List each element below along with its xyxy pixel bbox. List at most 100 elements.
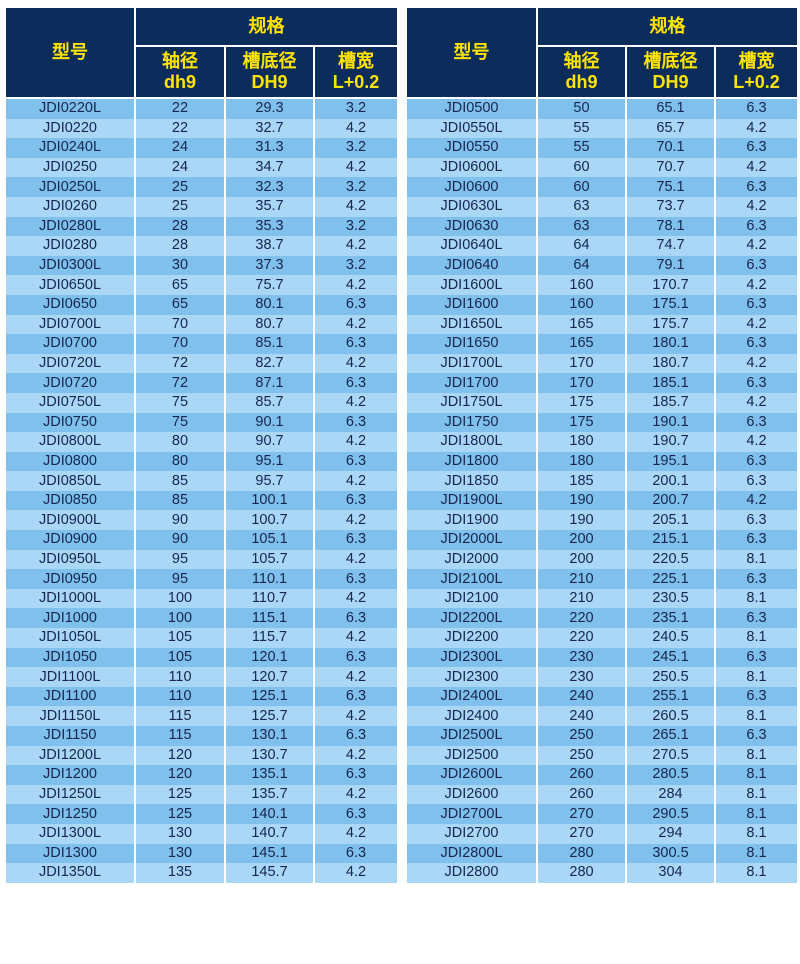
cell-groove-diameter: 304 [625, 863, 716, 883]
cell-groove-width: 6.3 [312, 569, 400, 589]
cell-shaft-diameter: 130 [134, 843, 226, 864]
header-label: 槽底径 [242, 51, 297, 71]
cell-shaft-diameter: 220 [536, 628, 627, 648]
cell-groove-diameter: 120.7 [224, 667, 315, 687]
cell-shaft-diameter: 90 [134, 510, 226, 531]
cell-shaft-diameter: 165 [536, 334, 627, 354]
cell-groove-width: 4.2 [312, 667, 400, 687]
cell-groove-width: 6.3 [713, 608, 800, 629]
cell-model: JDI0720L [4, 353, 136, 374]
cell-groove-diameter: 73.7 [625, 196, 716, 217]
cell-shaft-diameter: 175 [536, 392, 627, 413]
cell-model: JDI2700 [405, 823, 538, 844]
cell-shaft-diameter: 160 [536, 294, 627, 315]
cell-model: JDI2000L [405, 530, 538, 550]
cell-shaft-diameter: 230 [536, 647, 627, 668]
cell-shaft-diameter: 240 [536, 706, 627, 726]
cell-groove-width: 4.2 [312, 745, 400, 766]
cell-groove-diameter: 32.7 [224, 118, 315, 139]
header-label: 槽底径 [643, 51, 698, 71]
cell-groove-width: 6.3 [713, 686, 800, 707]
cell-groove-diameter: 240.5 [625, 628, 716, 648]
header-label: 槽宽 [738, 51, 775, 71]
cell-model: JDI0630 [405, 216, 538, 237]
cell-groove-diameter: 180.7 [625, 353, 716, 374]
table-row: JDI1050 105 120.1 6.3 [4, 647, 400, 668]
cell-shaft-diameter: 110 [134, 686, 226, 707]
cell-model: JDI1900L [405, 490, 538, 511]
cell-groove-width: 4.2 [713, 236, 800, 256]
cell-groove-diameter: 230.5 [625, 588, 716, 609]
cell-model: JDI2300L [405, 647, 538, 668]
cell-shaft-diameter: 90 [134, 530, 226, 550]
cell-groove-width: 6.3 [713, 451, 800, 472]
cell-shaft-diameter: 100 [134, 588, 226, 609]
cell-shaft-diameter: 120 [134, 745, 226, 766]
cell-model: JDI0750 [4, 412, 136, 433]
cell-model: JDI1250 [4, 804, 136, 824]
cell-groove-diameter: 130.1 [224, 726, 315, 746]
cell-model: JDI1100 [4, 686, 136, 707]
table-row: JDI1200L 120 130.7 4.2 [4, 745, 400, 766]
cell-shaft-diameter: 280 [536, 863, 627, 883]
table-row: JDI1800 180 195.1 6.3 [405, 451, 800, 472]
cell-model: JDI1100L [4, 667, 136, 687]
cell-model: JDI1900 [405, 510, 538, 531]
cell-groove-diameter: 175.1 [625, 294, 716, 315]
table-row: JDI1300 130 145.1 6.3 [4, 843, 400, 864]
table-row: JDI0280L 28 35.3 3.2 [4, 216, 400, 237]
cell-shaft-diameter: 230 [536, 667, 627, 687]
cell-shaft-diameter: 95 [134, 549, 226, 570]
cell-shaft-diameter: 24 [134, 138, 226, 158]
cell-groove-width: 4.2 [312, 784, 400, 805]
table-row: JDI0630 63 78.1 6.3 [405, 216, 800, 237]
cell-groove-diameter: 110.1 [224, 569, 315, 589]
cell-groove-width: 6.3 [312, 804, 400, 824]
table-row: JDI0900 90 105.1 6.3 [4, 530, 400, 550]
cell-groove-width: 8.1 [713, 549, 800, 570]
table-row: JDI0700 70 85.1 6.3 [4, 334, 400, 354]
cell-model: JDI0220 [4, 118, 136, 139]
table-body: JDI0500 50 65.1 6.3 JDI0550L 55 65.7 4.2 JDI0550… [405, 98, 800, 883]
cell-model: JDI0950L [4, 549, 136, 570]
cell-model: JDI0250 [4, 157, 136, 178]
cell-shaft-diameter: 28 [134, 236, 226, 256]
table-row: JDI1000L 100 110.7 4.2 [4, 588, 400, 609]
cell-groove-width: 6.3 [713, 471, 800, 491]
cell-groove-width: 4.2 [312, 236, 400, 256]
cell-groove-diameter: 70.7 [625, 157, 716, 178]
cell-groove-diameter: 190.7 [625, 432, 716, 452]
table-row: JDI0900L 90 100.7 4.2 [4, 510, 400, 531]
cell-model: JDI0500 [405, 98, 538, 119]
cell-groove-diameter: 105.1 [224, 530, 315, 550]
table-row: JDI1700 170 185.1 6.3 [405, 373, 800, 393]
table-row: JDI0500 50 65.1 6.3 [405, 98, 800, 119]
table-row: JDI2200 220 240.5 8.1 [405, 628, 800, 648]
table-row: JDI1900 190 205.1 6.3 [405, 510, 800, 531]
table-row: JDI0300L 30 37.3 3.2 [4, 255, 400, 276]
table-row: JDI0240L 24 31.3 3.2 [4, 138, 400, 158]
cell-shaft-diameter: 260 [536, 784, 627, 805]
cell-model: JDI0630L [405, 196, 538, 217]
cell-groove-diameter: 35.3 [224, 216, 315, 237]
cell-model: JDI0640L [405, 236, 538, 256]
header-label: dh9 [163, 72, 196, 92]
header-groove-diameter: 槽底径 DH9 [625, 45, 716, 99]
table-row: JDI2300L 230 245.1 6.3 [405, 647, 800, 668]
cell-groove-width: 6.3 [312, 530, 400, 550]
table-row: JDI0700L 70 80.7 4.2 [4, 314, 400, 335]
cell-groove-diameter: 85.7 [224, 392, 315, 413]
table-row: JDI2100L 210 225.1 6.3 [405, 569, 800, 589]
cell-groove-width: 8.1 [713, 667, 800, 687]
cell-model: JDI0650L [4, 275, 136, 295]
cell-groove-diameter: 185.7 [625, 392, 716, 413]
cell-groove-width: 6.3 [312, 490, 400, 511]
cell-model: JDI0900 [4, 530, 136, 550]
cell-groove-width: 3.2 [312, 98, 400, 119]
table-row: JDI0650 65 80.1 6.3 [4, 294, 400, 315]
cell-groove-width: 6.3 [713, 530, 800, 550]
header-shaft-diameter: 轴径 dh9 [536, 45, 627, 99]
cell-model: JDI1200 [4, 765, 136, 785]
header-label: DH9 [251, 72, 288, 92]
cell-groove-diameter: 185.1 [625, 373, 716, 393]
